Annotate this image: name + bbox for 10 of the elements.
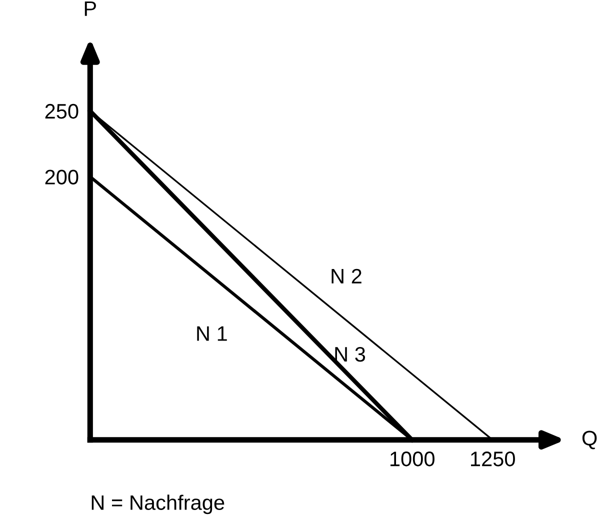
series-label: N 1 (197, 326, 227, 341)
x-tick-label: 1250 (471, 452, 515, 466)
y-tick-label: 200 (45, 170, 78, 184)
x-axis-title: Q (582, 430, 597, 450)
text: N = Nachfrage (92, 494, 224, 514)
y-axis-title: P (84, 1, 96, 16)
series-label: N 2 (332, 268, 362, 284)
y-tick-label: 250 (45, 104, 78, 119)
series-label: N 3 (335, 346, 366, 362)
x-tick-label: 1000 (390, 452, 434, 466)
